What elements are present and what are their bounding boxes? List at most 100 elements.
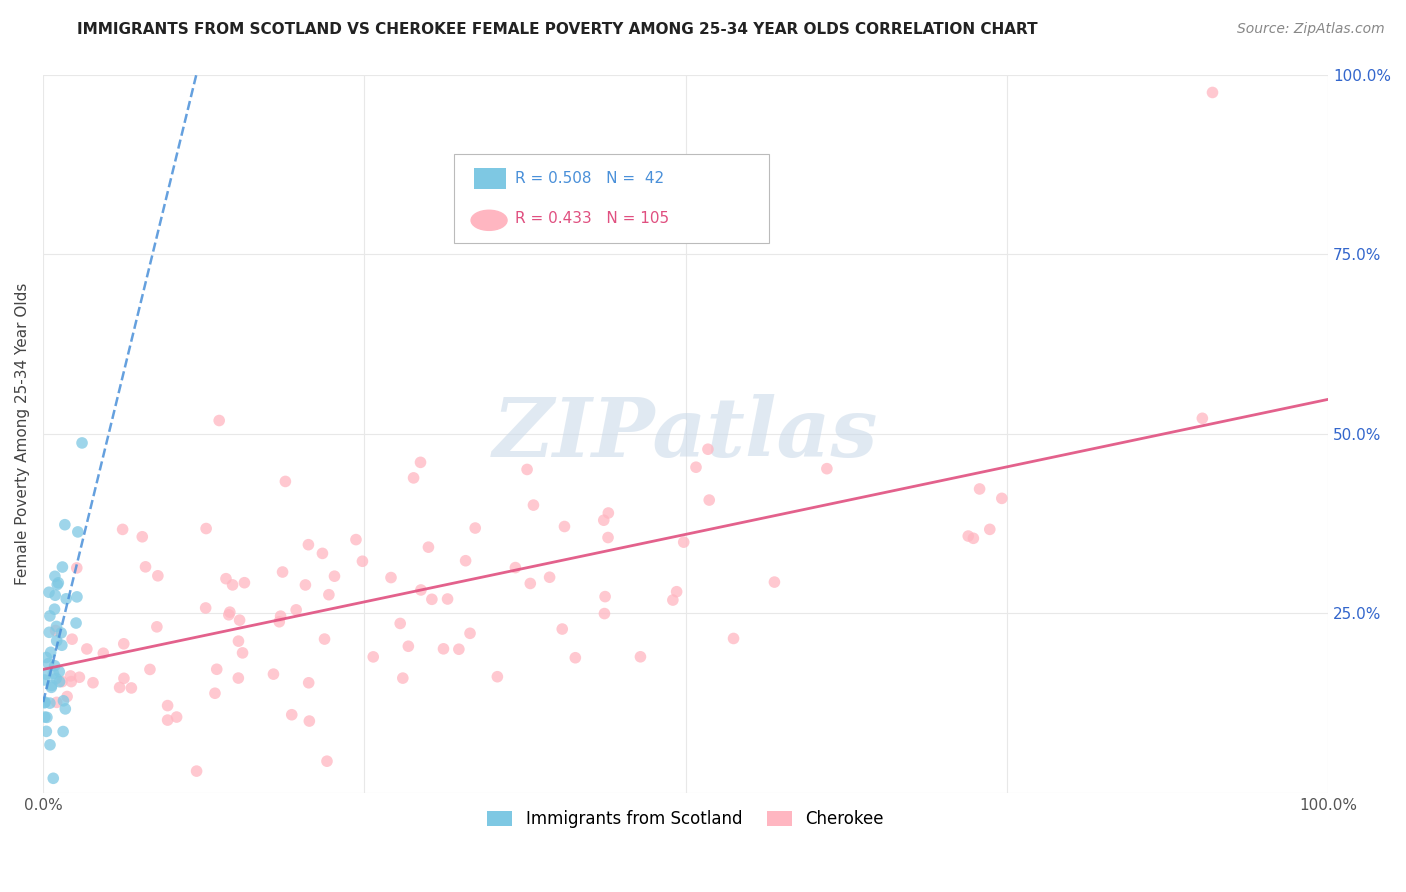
- Point: [134, 559, 156, 574]
- Point: [436, 592, 458, 607]
- Point: [815, 461, 838, 475]
- Point: [44, 602, 66, 616]
- Point: [389, 616, 412, 631]
- Point: [316, 754, 339, 768]
- Point: [598, 506, 620, 520]
- Point: [51, 638, 73, 652]
- Point: [323, 569, 346, 583]
- Point: [969, 482, 991, 496]
- Point: [361, 649, 384, 664]
- Point: [763, 575, 786, 590]
- Point: [42, 772, 65, 786]
- Point: [723, 632, 745, 646]
- Point: [665, 584, 688, 599]
- Point: [697, 442, 720, 457]
- Point: [454, 554, 477, 568]
- Legend: Immigrants from Scotland, Cherokee: Immigrants from Scotland, Cherokee: [481, 804, 890, 835]
- Point: [672, 535, 695, 549]
- Point: [49, 626, 72, 640]
- Point: [297, 538, 319, 552]
- Point: [146, 569, 169, 583]
- Point: [280, 707, 302, 722]
- Point: [44, 588, 66, 602]
- Point: [685, 460, 707, 475]
- Point: [55, 591, 77, 606]
- Point: [51, 674, 73, 689]
- Point: [662, 593, 685, 607]
- Point: [166, 710, 188, 724]
- Point: [962, 531, 984, 545]
- Point: [39, 645, 62, 659]
- Point: [1201, 86, 1223, 100]
- Point: [120, 681, 142, 695]
- Point: [396, 639, 419, 653]
- Point: [111, 522, 134, 536]
- Point: [228, 634, 250, 648]
- Text: Source: ZipAtlas.com: Source: ZipAtlas.com: [1237, 22, 1385, 37]
- Text: ZIPatlas: ZIPatlas: [494, 393, 879, 474]
- Point: [146, 620, 169, 634]
- Point: [34, 695, 56, 709]
- Circle shape: [471, 211, 508, 230]
- Text: R = 0.433   N = 105: R = 0.433 N = 105: [515, 211, 669, 226]
- Point: [53, 702, 76, 716]
- Point: [538, 570, 561, 584]
- Point: [52, 694, 75, 708]
- Point: [66, 590, 89, 604]
- Point: [402, 471, 425, 485]
- Point: [318, 588, 340, 602]
- Point: [39, 738, 62, 752]
- Point: [38, 609, 60, 624]
- Point: [551, 622, 574, 636]
- Point: [294, 578, 316, 592]
- Point: [38, 696, 60, 710]
- Point: [66, 561, 89, 575]
- Point: [228, 671, 250, 685]
- Point: [516, 462, 538, 476]
- Point: [46, 575, 69, 590]
- Point: [298, 714, 321, 728]
- Point: [45, 633, 67, 648]
- Point: [45, 624, 67, 638]
- Point: [38, 625, 60, 640]
- Point: [35, 724, 58, 739]
- Point: [112, 671, 135, 685]
- Point: [70, 436, 93, 450]
- Point: [112, 637, 135, 651]
- Point: [432, 641, 454, 656]
- Point: [41, 681, 63, 695]
- Point: [522, 498, 544, 512]
- Point: [232, 646, 254, 660]
- Point: [420, 592, 443, 607]
- Y-axis label: Female Poverty Among 25-34 Year Olds: Female Poverty Among 25-34 Year Olds: [15, 283, 30, 585]
- Point: [208, 413, 231, 427]
- Point: [45, 672, 67, 686]
- Point: [51, 560, 73, 574]
- Point: [447, 642, 470, 657]
- Point: [42, 666, 65, 681]
- Point: [139, 662, 162, 676]
- Point: [221, 578, 243, 592]
- Point: [409, 455, 432, 469]
- Point: [270, 609, 292, 624]
- Point: [505, 560, 527, 574]
- Point: [91, 646, 114, 660]
- Point: [186, 764, 208, 778]
- Point: [44, 658, 66, 673]
- Point: [52, 724, 75, 739]
- Point: [204, 686, 226, 700]
- Point: [458, 626, 481, 640]
- Point: [48, 674, 70, 689]
- Point: [218, 605, 240, 619]
- FancyBboxPatch shape: [454, 153, 769, 244]
- Point: [38, 657, 60, 671]
- Point: [35, 710, 58, 724]
- Point: [519, 576, 541, 591]
- Text: R = 0.508   N =  42: R = 0.508 N = 42: [515, 171, 664, 186]
- Point: [228, 613, 250, 627]
- Point: [464, 521, 486, 535]
- Point: [592, 513, 614, 527]
- Point: [66, 524, 89, 539]
- Point: [218, 607, 240, 622]
- Point: [593, 607, 616, 621]
